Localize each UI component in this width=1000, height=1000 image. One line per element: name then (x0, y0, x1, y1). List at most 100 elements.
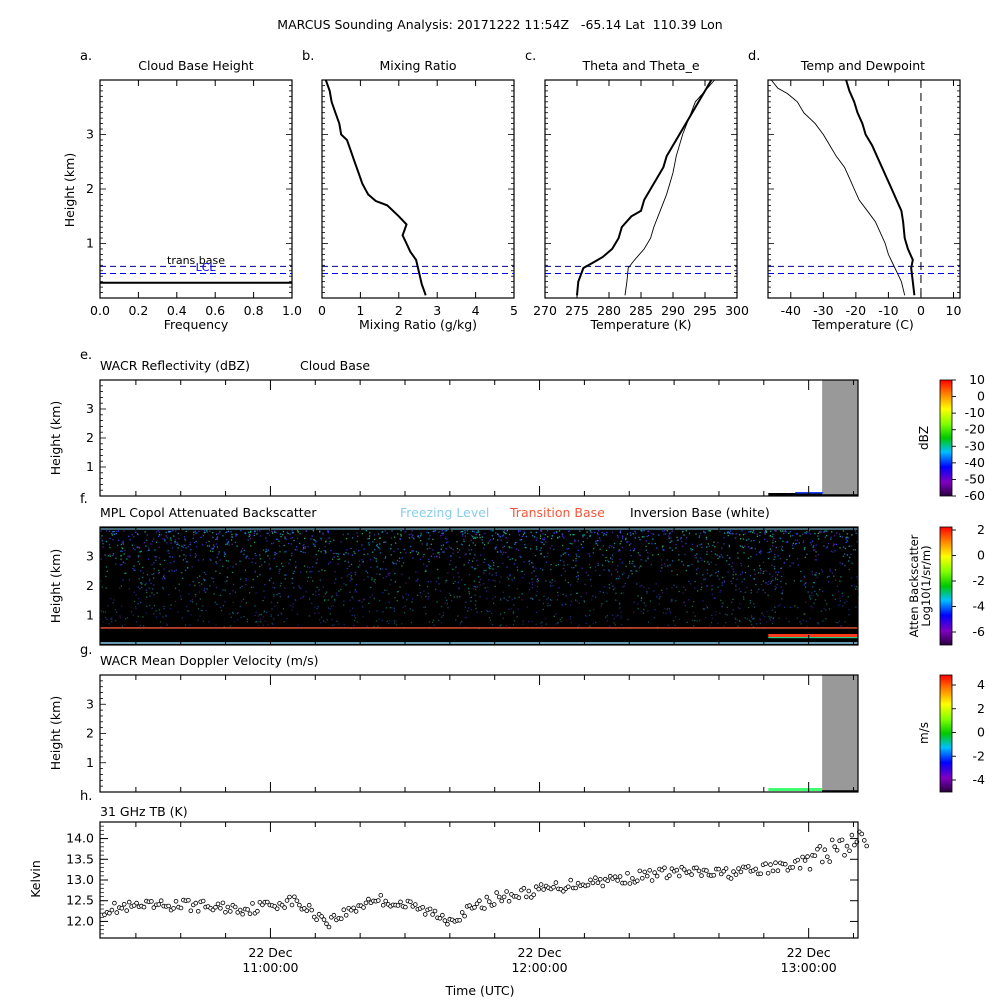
backscatter-speckle (588, 614, 591, 616)
backscatter-speckle (558, 587, 560, 589)
backscatter-speckle (745, 539, 748, 541)
colorbar-dbz-tick-label: -30 (965, 438, 985, 453)
backscatter-speckle (753, 606, 756, 608)
backscatter-speckle (799, 535, 801, 537)
backscatter-speckle (789, 606, 792, 609)
backscatter-speckle (749, 547, 751, 550)
backscatter-speckle (775, 571, 777, 573)
backscatter-speckle (290, 543, 292, 545)
backscatter-speckle (555, 531, 558, 533)
tb-point (223, 909, 228, 915)
backscatter-speckle (109, 553, 111, 556)
backscatter-speckle (611, 545, 613, 548)
backscatter-speckle (183, 554, 185, 556)
tb-point (674, 867, 680, 873)
backscatter-speckle (232, 590, 234, 592)
backscatter-speckle (328, 543, 330, 545)
backscatter-speckle (428, 561, 430, 563)
backscatter-speckle (702, 574, 704, 576)
panel-f-title: MPL Copol Attenuated Backscatter (100, 505, 317, 520)
backscatter-speckle (839, 580, 841, 582)
tb-point (306, 902, 312, 908)
backscatter-speckle (487, 611, 489, 613)
tb-point (536, 886, 541, 892)
backscatter-speckle (428, 621, 431, 623)
backscatter-speckle (563, 564, 565, 566)
backscatter-speckle (223, 555, 226, 557)
backscatter-speckle (416, 580, 418, 582)
backscatter-speckle (270, 567, 272, 569)
backscatter-speckle (815, 572, 817, 574)
backscatter-speckle (723, 625, 725, 627)
backscatter-speckle (457, 581, 459, 584)
backscatter-speckle (811, 540, 814, 542)
backscatter-speckle (423, 590, 425, 592)
tb-point (649, 878, 655, 883)
backscatter-speckle (789, 535, 792, 537)
backscatter-speckle (122, 541, 124, 543)
backscatter-speckle (178, 537, 180, 540)
backscatter-speckle (285, 550, 287, 552)
backscatter-speckle (423, 606, 425, 608)
backscatter-speckle (675, 543, 677, 546)
backscatter-speckle (749, 602, 751, 604)
backscatter-speckle (569, 534, 571, 536)
backscatter-speckle (499, 625, 501, 627)
backscatter-speckle (501, 535, 504, 537)
backscatter-speckle (111, 617, 113, 619)
backscatter-speckle (229, 625, 232, 627)
panel-d-xlabel: Temperature (C) (811, 317, 914, 332)
backscatter-speckle (358, 550, 360, 552)
backscatter-speckle (486, 609, 488, 612)
backscatter-speckle (444, 530, 446, 532)
backscatter-speckle (656, 626, 659, 628)
backscatter-speckle (237, 612, 239, 614)
backscatter-speckle (844, 565, 846, 567)
backscatter-speckle (318, 570, 320, 573)
backscatter-speckle (846, 536, 848, 538)
panel-c-frame (544, 79, 738, 299)
backscatter-speckle (329, 613, 332, 615)
backscatter-speckle (452, 548, 454, 551)
backscatter-speckle (676, 536, 678, 539)
backscatter-speckle (410, 621, 412, 624)
backscatter-speckle (805, 601, 807, 603)
backscatter-speckle (855, 532, 857, 534)
backscatter-speckle (442, 534, 444, 536)
backscatter-speckle (239, 605, 241, 608)
backscatter-speckle (423, 563, 425, 565)
tb-point (213, 904, 218, 910)
tb-point (773, 860, 778, 865)
backscatter-speckle (153, 538, 155, 540)
backscatter-speckle (474, 594, 476, 596)
backscatter-speckle (362, 616, 364, 618)
backscatter-speckle (468, 593, 471, 595)
tb-point (644, 873, 650, 879)
backscatter-speckle (565, 603, 567, 605)
backscatter-speckle (379, 600, 381, 602)
backscatter-speckle (752, 626, 754, 628)
backscatter-speckle (455, 566, 457, 568)
backscatter-speckle (389, 583, 391, 585)
backscatter-speckle (562, 553, 564, 555)
backscatter-speckle (212, 536, 214, 539)
backscatter-speckle (153, 604, 156, 607)
tb-point (686, 869, 692, 874)
backscatter-speckle (706, 605, 708, 607)
backscatter-speckle (443, 551, 445, 553)
backscatter-speckle (568, 554, 570, 556)
backscatter-speckle (297, 531, 299, 533)
tb-point (676, 873, 682, 879)
backscatter-speckle (190, 600, 192, 602)
backscatter-speckle (384, 589, 386, 591)
backscatter-speckle (358, 560, 360, 562)
backscatter-speckle (521, 599, 523, 601)
backscatter-speckle (660, 570, 662, 572)
backscatter-speckle (209, 530, 211, 532)
backscatter-speckle (362, 561, 364, 563)
backscatter-speckle (442, 532, 444, 534)
backscatter-speckle (324, 552, 326, 554)
backscatter-speckle (222, 565, 224, 567)
backscatter-speckle (732, 609, 734, 611)
